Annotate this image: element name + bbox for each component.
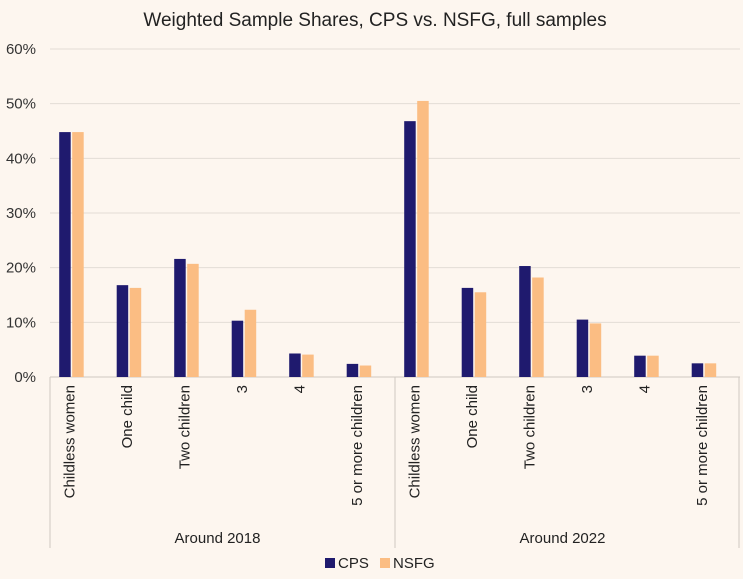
bar-cps (346, 363, 359, 377)
bar-nsfg (359, 365, 372, 377)
bar-nsfg (474, 292, 487, 377)
bar-nsfg (417, 100, 429, 377)
y-tick-label: 20% (6, 260, 36, 277)
category-label: Childless women (62, 385, 79, 498)
legend-swatch-cps (325, 558, 335, 568)
legend: CPS NSFG (325, 555, 435, 572)
bar-nsfg (129, 287, 142, 377)
legend-label-cps: CPS (338, 555, 369, 572)
bar-cps (59, 132, 71, 377)
category-label: 4 (637, 385, 654, 393)
bar-cps (576, 319, 589, 377)
bar-cps (691, 363, 704, 377)
y-tick-label: 10% (6, 314, 36, 331)
y-tick-label: 30% (6, 205, 36, 222)
bars (59, 100, 717, 377)
y-tick-label: 40% (6, 150, 36, 167)
bar-cps (634, 355, 646, 377)
bar-cps (289, 353, 301, 377)
bar-cps (116, 285, 129, 377)
y-tick-label: 0% (14, 369, 36, 386)
bar-nsfg (532, 277, 544, 377)
category-label: 3 (234, 385, 251, 393)
category-labels: Childless women One child Two children 3 4 5 … (62, 385, 712, 506)
bar-cps (174, 258, 186, 377)
category-label: Two children (177, 385, 194, 469)
y-tick-label: 60% (6, 41, 36, 58)
bar-nsfg (302, 354, 314, 377)
gridlines (50, 48, 740, 378)
category-label: 3 (579, 385, 596, 393)
category-label: One child (464, 385, 481, 448)
category-label: 5 or more children (349, 385, 366, 506)
bar-nsfg (647, 355, 659, 377)
chart-title: Weighted Sample Shares, CPS vs. NSFG, fu… (143, 10, 606, 31)
group-labels: Around 2018 Around 2022 (49, 377, 740, 548)
bar-cps (404, 121, 416, 377)
group-label: Around 2018 (175, 530, 261, 547)
bar-nsfg (244, 309, 257, 377)
y-axis-ticks: 0% 10% 20% 30% 40% 50% 60% (6, 41, 36, 386)
bar-cps (231, 320, 244, 377)
bar-nsfg (589, 323, 602, 377)
category-label: Two children (522, 385, 539, 469)
group-label: Around 2022 (520, 530, 606, 547)
y-tick-label: 50% (6, 96, 36, 113)
bar-cps (519, 266, 531, 377)
bar-nsfg (704, 363, 717, 377)
legend-label-nsfg: NSFG (393, 555, 435, 572)
category-label: 5 or more children (694, 385, 711, 506)
category-label: One child (119, 385, 136, 448)
bar-nsfg (72, 132, 84, 377)
category-label: Childless women (407, 385, 424, 498)
category-label: 4 (292, 385, 309, 393)
bar-cps (461, 287, 474, 377)
legend-swatch-nsfg (380, 558, 390, 568)
bar-nsfg (187, 263, 199, 377)
